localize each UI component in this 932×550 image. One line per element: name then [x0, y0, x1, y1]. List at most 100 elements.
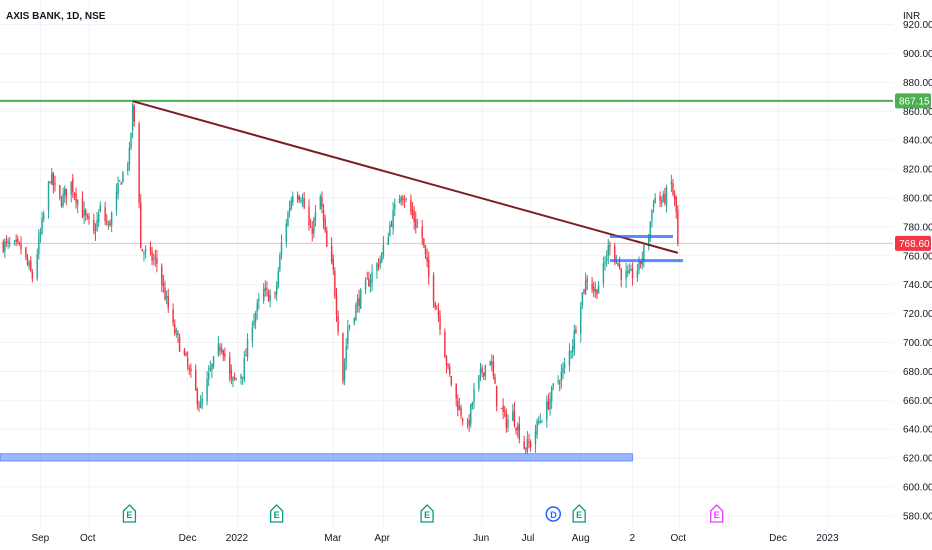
price-axis: 580.00 600.00 620.00 640.00 660.00 680.00 700.…	[903, 20, 932, 522]
candle-body	[60, 201, 63, 206]
candle-body	[563, 363, 566, 368]
candle-body	[311, 228, 313, 234]
candle-body	[324, 219, 326, 231]
candle-body	[233, 377, 236, 379]
candle-body	[381, 253, 383, 262]
candle-body	[343, 362, 346, 381]
candle-body	[199, 402, 202, 408]
x-tick-label: Dec	[179, 533, 197, 544]
candle-body	[322, 209, 325, 221]
candle-body	[7, 240, 9, 243]
candle-body	[196, 389, 199, 405]
candle-body	[313, 218, 315, 234]
x-tick-label: Oct	[670, 533, 686, 544]
candle-body	[665, 186, 668, 205]
x-tick-label: 2022	[226, 533, 249, 544]
time-axis: Sep Oct Dec 2022 Mar Apr Jun Jul Aug 2 Oct Dec 2023	[31, 533, 839, 544]
candle-body	[130, 132, 132, 148]
candle-body	[243, 357, 246, 380]
candle-body	[410, 199, 412, 212]
candle-body	[93, 220, 95, 231]
candle-body	[28, 263, 30, 267]
candle-body	[630, 268, 632, 271]
candle-body	[358, 297, 360, 307]
candle-body	[489, 361, 491, 366]
y-tick-label: 640.00	[903, 425, 932, 436]
candle-body	[165, 296, 168, 299]
price-axis-panel[interactable]	[894, 0, 932, 527]
candle-body	[432, 275, 435, 302]
x-tick-label: 2	[630, 533, 636, 544]
candle-body	[571, 346, 574, 353]
candle-body	[547, 400, 550, 410]
x-tick-label: Aug	[572, 533, 590, 544]
candle-body	[206, 379, 208, 402]
candle-body	[175, 330, 178, 332]
candle-body	[570, 351, 572, 353]
candle-body	[651, 210, 653, 221]
candle-body	[266, 287, 268, 290]
candle-body	[296, 194, 299, 200]
candle-body	[390, 224, 393, 226]
candle-body	[677, 210, 679, 244]
candle-body	[335, 294, 338, 315]
candle-body	[178, 337, 181, 352]
candle-body	[224, 353, 226, 357]
candle-body	[47, 181, 50, 212]
candle-body	[466, 422, 469, 424]
x-tick-label: 2023	[816, 533, 839, 544]
earnings-marker: E	[710, 504, 724, 523]
earnings-marker: E	[572, 504, 586, 523]
candle-body	[75, 193, 77, 203]
candle-body	[118, 180, 121, 182]
y-tick-label: 800.00	[903, 193, 932, 204]
candle-body	[25, 247, 27, 258]
candle-body	[290, 199, 292, 210]
candle-body	[636, 270, 639, 278]
candle-body	[618, 263, 621, 268]
candle-body	[280, 242, 283, 255]
y-tick-label: 600.00	[903, 482, 932, 493]
candle-body	[167, 296, 169, 309]
candle-body	[303, 197, 305, 209]
candle-body	[138, 123, 140, 203]
candle-body	[377, 264, 380, 267]
candle-body	[195, 369, 197, 391]
candle-body	[495, 385, 498, 407]
candle-body	[319, 196, 322, 210]
candle-body	[4, 241, 6, 252]
candle-body	[110, 212, 113, 226]
candle-body	[347, 328, 349, 344]
candle-body	[450, 376, 453, 385]
candle-body	[444, 331, 446, 358]
candle-body	[557, 380, 559, 383]
candle-body	[424, 245, 427, 255]
candle-body	[478, 374, 480, 389]
symbol-title[interactable]: AXIS BANK, 1D, NSE	[6, 11, 106, 22]
candle-body	[201, 398, 203, 404]
candle-body	[631, 268, 634, 278]
candle-body	[605, 258, 608, 261]
candle-body	[473, 388, 475, 403]
candle-body	[300, 200, 302, 202]
y-tick-label: 920.00	[903, 20, 932, 31]
candle-body	[445, 356, 448, 365]
candle-body	[251, 327, 254, 341]
candle-body	[659, 195, 661, 201]
candle-body	[660, 200, 663, 204]
y-tick-label: 700.00	[903, 338, 932, 349]
candle-body	[72, 178, 74, 193]
candle-body	[403, 201, 406, 203]
candle-body	[394, 204, 396, 210]
candle-body	[228, 357, 231, 374]
candle-body	[673, 193, 676, 200]
candle-body	[607, 245, 610, 257]
candle-body	[219, 347, 221, 351]
candle-body	[481, 367, 483, 373]
candle-body	[494, 376, 496, 384]
candle-body	[376, 263, 378, 272]
candle-body	[518, 423, 521, 440]
candle-body	[596, 289, 598, 295]
earnings-marker: E	[122, 504, 137, 523]
